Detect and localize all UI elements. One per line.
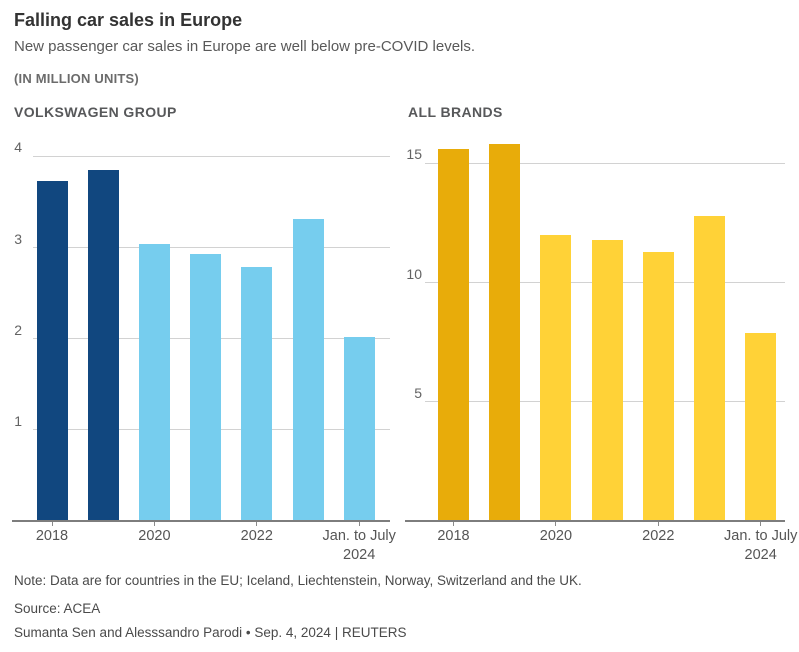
- bar: [241, 266, 273, 521]
- bar: [292, 219, 324, 521]
- x-axis-tick: [555, 522, 557, 526]
- x-axis-tick: [153, 522, 155, 526]
- x-axis-tick: [453, 522, 454, 526]
- page-title: Falling car sales in Europe: [14, 10, 243, 30]
- x-axis-label: Jan. to July 2024: [724, 528, 798, 563]
- y-axis-label: 4: [14, 139, 22, 156]
- note-text: Note: Data are for countries in the EU; …: [14, 573, 582, 588]
- x-axis-tick: [657, 522, 659, 526]
- bar: [745, 332, 777, 521]
- gridline: [33, 247, 390, 249]
- x-axis-label: 2022: [642, 528, 675, 544]
- x-axis-label: 2018: [437, 528, 470, 544]
- x-axis-line: [12, 520, 390, 522]
- gridline: [425, 162, 785, 164]
- x-axis-tick: [358, 522, 360, 526]
- bar: [489, 144, 521, 521]
- x-axis-tick: [256, 522, 258, 526]
- bar: [138, 243, 170, 521]
- y-axis-label: 2: [14, 321, 22, 338]
- bar: [343, 336, 375, 521]
- x-axis-label: Jan. to July 2024: [322, 528, 396, 563]
- y-axis-label: 10: [406, 265, 422, 282]
- x-axis-label: 2020: [539, 528, 573, 544]
- bar: [87, 170, 119, 521]
- gridline: [33, 155, 390, 157]
- bar: [36, 181, 68, 521]
- x-axis-label: 2018: [35, 528, 69, 544]
- bar: [591, 239, 623, 521]
- x-axis-label: 2020: [138, 528, 171, 544]
- bar: [540, 234, 572, 521]
- chart-title-volkswagen-group: VOLKSWAGEN GROUP: [14, 104, 177, 120]
- bar: [642, 251, 674, 521]
- plot-area-volkswagen-group: 1 2 3 4 2018 2020 2022 Jan. to July 2024: [12, 130, 396, 563]
- units-label: (IN MILLION UNITS): [14, 71, 139, 86]
- subtitle: New passenger car sales in Europe are we…: [14, 38, 476, 55]
- y-axis-label: 5: [414, 384, 422, 401]
- chart-title-all-brands: ALL BRANDS: [408, 104, 503, 120]
- bar: [438, 149, 469, 521]
- x-axis-tick: [760, 522, 762, 526]
- bar: [694, 215, 725, 521]
- byline-text: Sumanta Sen and Alesssandro Parodi • Sep…: [14, 625, 407, 640]
- x-axis-line: [405, 520, 785, 522]
- bar: [190, 253, 222, 521]
- source-text: Source: ACEA: [14, 601, 101, 616]
- x-axis-label: 2022: [240, 528, 273, 544]
- y-axis-label: 15: [406, 146, 422, 163]
- plot-area-all-brands: 5 10 15 2018 2020 2022 Jan. to July 2024: [405, 130, 797, 563]
- y-axis-label: 1: [14, 412, 22, 429]
- x-axis-tick: [51, 522, 53, 526]
- y-axis-label: 3: [14, 230, 22, 247]
